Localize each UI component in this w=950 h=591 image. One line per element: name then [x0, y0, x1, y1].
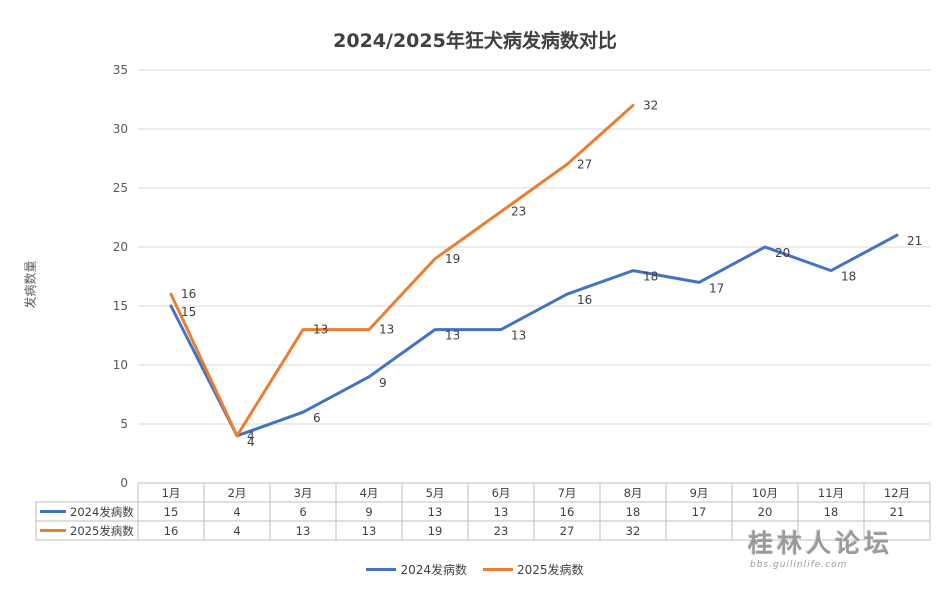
watermark-subtext: bbs.guilinlife.com: [750, 560, 848, 570]
y-tick-label: 0: [120, 476, 128, 490]
data-label: 6: [313, 411, 321, 425]
table-cell-value: 13: [296, 524, 311, 538]
table-cell-value: 20: [758, 505, 773, 519]
y-tick-label: 10: [113, 358, 128, 372]
table-cell-value: 15: [164, 505, 179, 519]
table-cell-value: 18: [824, 505, 839, 519]
table-cell-value: 4: [233, 524, 240, 538]
table-cell-value: 18: [626, 505, 641, 519]
legend: 2024发病数 2025发病数: [0, 560, 950, 578]
data-label: 16: [577, 293, 592, 307]
legend-swatch: [366, 568, 397, 571]
table-cell-value: 21: [890, 505, 905, 519]
data-label: 21: [907, 234, 922, 248]
x-tick-label: 10月: [752, 486, 778, 500]
chart-title: 2024/2025年狂犬病发病数对比: [333, 30, 617, 52]
table-cell-value: 32: [626, 524, 641, 538]
x-tick-label: 7月: [558, 486, 577, 500]
series-line-2024: [169, 233, 899, 438]
x-tick-label: 3月: [294, 486, 313, 500]
legend-item: 2024发病数: [366, 561, 467, 578]
data-label: 13: [379, 323, 394, 337]
table-cell-value: 13: [494, 505, 509, 519]
watermark: 桂林人论坛 bbs.guilinlife.com: [748, 524, 948, 574]
series-line-2025: [169, 103, 635, 438]
data-label: 18: [841, 270, 856, 284]
x-tick-label: 2月: [228, 486, 247, 500]
data-label: 4: [247, 435, 255, 449]
table-cell-value: 9: [365, 505, 372, 519]
data-label: 15: [181, 305, 196, 319]
y-tick-label: 15: [113, 299, 128, 313]
table-cell-value: 23: [494, 524, 509, 538]
y-tick-label: 30: [113, 122, 128, 136]
x-tick-label: 4月: [360, 486, 379, 500]
data-label: 27: [577, 157, 592, 171]
y-tick-label: 25: [113, 181, 128, 195]
legend-label: 2024发病数: [400, 563, 467, 577]
table-cell-value: 6: [299, 505, 306, 519]
table-cell-value: 17: [692, 505, 707, 519]
y-tick-label: 5: [120, 417, 128, 431]
x-tick-label: 12月: [884, 486, 910, 500]
table-cell-value: 13: [428, 505, 443, 519]
data-label: 18: [643, 270, 658, 284]
data-label: 32: [643, 98, 658, 112]
table-cell-value: 4: [233, 505, 240, 519]
table-cell-value: 16: [560, 505, 575, 519]
legend-item: 2025发病数: [483, 561, 584, 578]
table-cell-value: 27: [560, 524, 575, 538]
table-cell-value: 13: [362, 524, 377, 538]
legend-label: 2025发病数: [517, 563, 584, 577]
y-tick-label: 35: [113, 63, 128, 77]
x-tick-label: 9月: [690, 486, 709, 500]
data-label: 19: [445, 252, 460, 266]
legend-swatch: [483, 568, 513, 571]
table-cell-value: 19: [428, 524, 443, 538]
data-label: 9: [379, 376, 387, 390]
data-label: 16: [181, 287, 196, 301]
x-tick-label: 11月: [818, 486, 844, 500]
data-label: 20: [775, 246, 790, 260]
data-label: 4: [247, 429, 255, 443]
data-label: 13: [313, 323, 328, 337]
x-tick-label: 6月: [492, 486, 511, 500]
data-label: 17: [709, 281, 724, 295]
table-series-name: 2024发病数: [70, 505, 134, 519]
table-cell-value: 16: [164, 524, 179, 538]
x-tick-label: 5月: [426, 486, 445, 500]
table-series-name: 2025发病数: [70, 524, 134, 538]
data-label: 23: [511, 205, 526, 219]
data-label: 13: [511, 329, 526, 343]
x-tick-label: 8月: [624, 486, 643, 500]
x-tick-label: 1月: [162, 486, 181, 500]
y-tick-label: 20: [113, 240, 128, 254]
watermark-text: 桂林人论坛: [748, 529, 894, 558]
data-label: 13: [445, 329, 460, 343]
